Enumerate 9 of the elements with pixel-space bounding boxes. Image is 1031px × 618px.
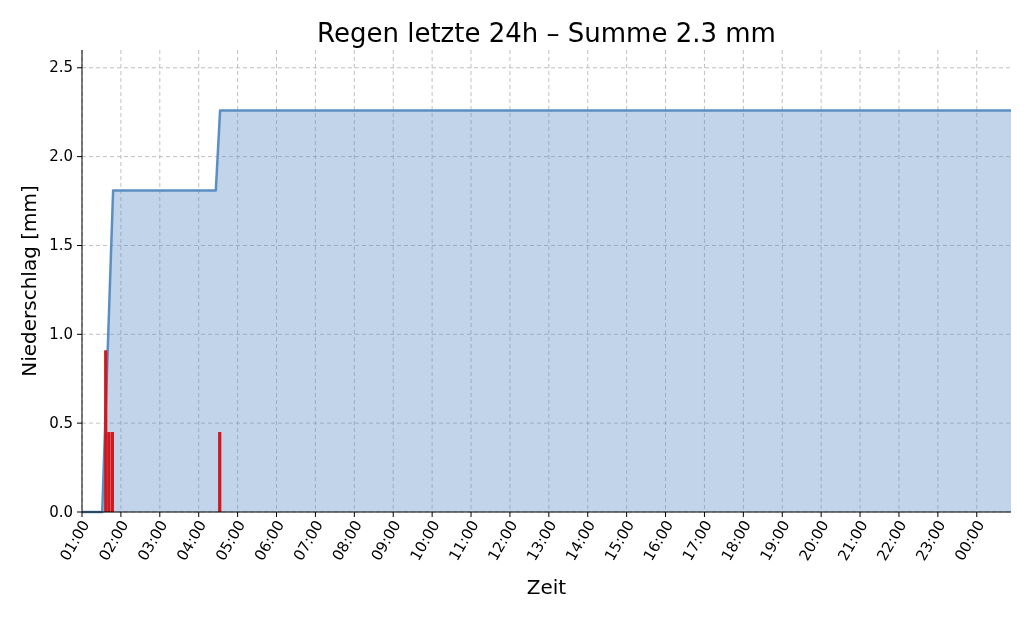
- x-axis-title: Zeit: [526, 575, 567, 599]
- y-tick-label: 2.0: [49, 147, 73, 166]
- y-axis-title: Niederschlag [mm]: [17, 185, 41, 377]
- chart-title: Regen letzte 24h – Summe 2.3 mm: [317, 18, 776, 48]
- y-tick-label: 1.5: [49, 235, 73, 254]
- y-tick-label: 0.5: [49, 413, 73, 432]
- y-tick-label: 0.0: [49, 502, 73, 521]
- y-tick-label: 1.0: [49, 324, 73, 343]
- y-tick-label: 2.5: [49, 58, 73, 77]
